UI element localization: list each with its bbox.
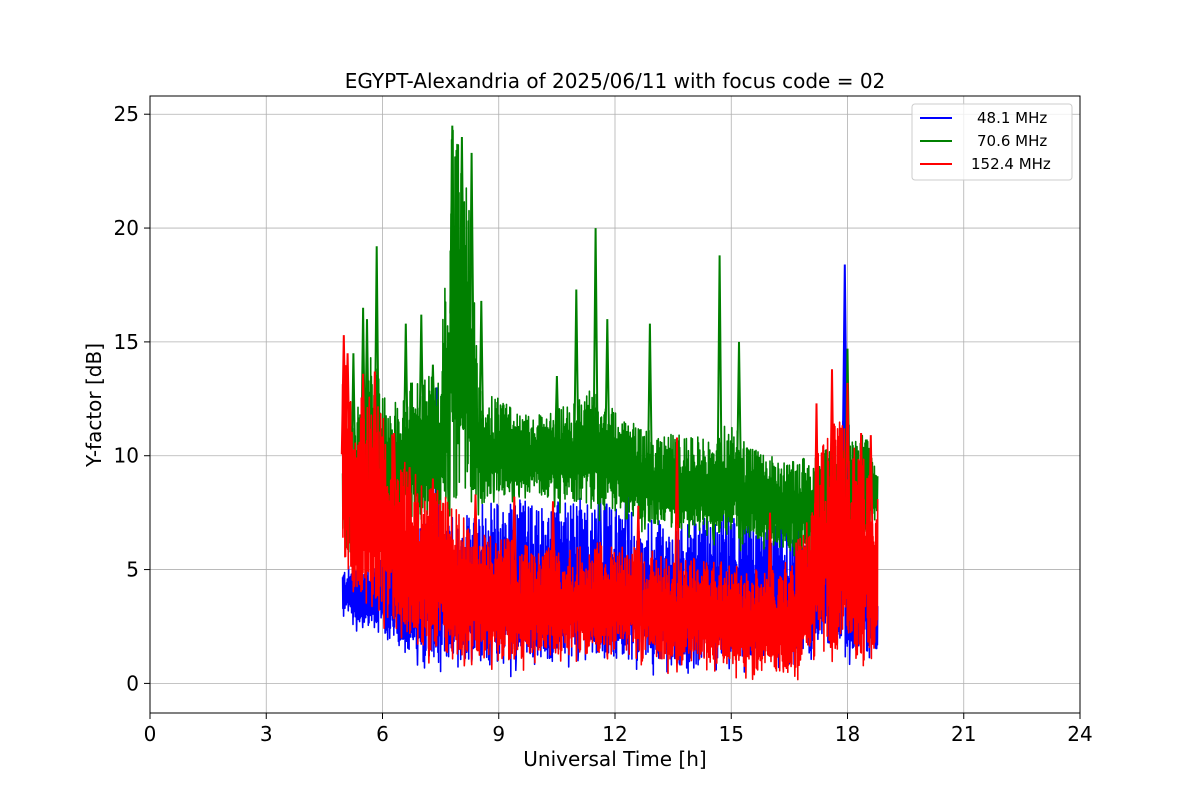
x-tick-label: 3: [260, 722, 273, 746]
ticks-layer: 0 3 6 9 12 15 18 21 24 0 5 10 15 20 25: [114, 102, 1093, 746]
x-tick-label: 24: [1067, 722, 1092, 746]
legend-label-48mhz: 48.1 MHz: [977, 109, 1047, 127]
series-spike-1524: [550, 501, 556, 602]
legend-label-70mhz: 70.6 MHz: [977, 132, 1047, 150]
series-spike-706: [449, 125, 456, 314]
series-spike-706: [782, 504, 789, 517]
series-spike-706: [418, 314, 425, 451]
series-spike-1524: [844, 382, 851, 539]
y-tick-label: 20: [114, 216, 139, 240]
series-spike-1524: [371, 371, 378, 500]
series-spike-1524: [391, 432, 398, 534]
series-spike-706: [429, 364, 436, 444]
x-tick-label: 9: [492, 722, 505, 746]
y-axis-label: Y-factor [dB]: [82, 343, 106, 468]
series-spike-1524: [344, 353, 351, 463]
series-spike-1524: [813, 403, 820, 559]
series-spike-1524: [472, 494, 479, 592]
x-tick-label: 15: [719, 722, 744, 746]
series-spike-1524: [858, 432, 865, 555]
x-tick-label: 18: [835, 722, 860, 746]
series-spike-706: [592, 228, 599, 447]
y-tick-label: 10: [114, 444, 139, 468]
x-tick-label: 0: [144, 722, 157, 746]
series-spike-1524: [340, 335, 347, 455]
series-spike-706: [646, 323, 653, 477]
series-spike-1524: [511, 496, 518, 601]
x-tick-label: 21: [951, 722, 976, 746]
series-spike-706: [716, 255, 723, 482]
series-spike-706: [364, 319, 370, 463]
x-tick-label: 12: [602, 722, 627, 746]
series-line-706: [341, 129, 879, 570]
series-spike-1524: [429, 478, 436, 570]
series-spike-706: [604, 319, 611, 456]
y-tick-label: 0: [126, 671, 139, 695]
chart-title: EGYPT-Alexandria of 2025/06/11 with focu…: [345, 69, 886, 93]
series-spike-706: [573, 289, 580, 451]
series-spike-706: [458, 136, 465, 328]
legend: 48.1 MHz 70.6 MHz 152.4 MHz: [911, 103, 1073, 181]
series-spike-706: [402, 323, 409, 460]
series-layer: [340, 125, 879, 681]
legend-box: [911, 103, 1073, 181]
series-line-1524: [341, 365, 879, 681]
series-spike-706: [736, 341, 742, 485]
y-tick-label: 5: [126, 558, 139, 582]
x-tick-label: 6: [376, 722, 389, 746]
y-tick-label: 15: [114, 330, 139, 354]
series-spike-1524: [406, 467, 413, 554]
series-spike-706: [478, 300, 485, 447]
series-spike-706: [468, 152, 475, 377]
y-tick-label: 25: [114, 102, 139, 126]
series-spike-1524: [360, 373, 367, 498]
series-spike-1524: [867, 435, 874, 562]
series-spike-1524: [674, 437, 680, 610]
series-spike-1524: [829, 369, 835, 534]
x-axis-label: Universal Time [h]: [523, 747, 706, 771]
series-spike-1524: [635, 505, 642, 603]
series-spike-1524: [767, 512, 773, 621]
series-spike-706: [553, 375, 560, 456]
legend-label-152mhz: 152.4 MHz: [971, 155, 1051, 173]
